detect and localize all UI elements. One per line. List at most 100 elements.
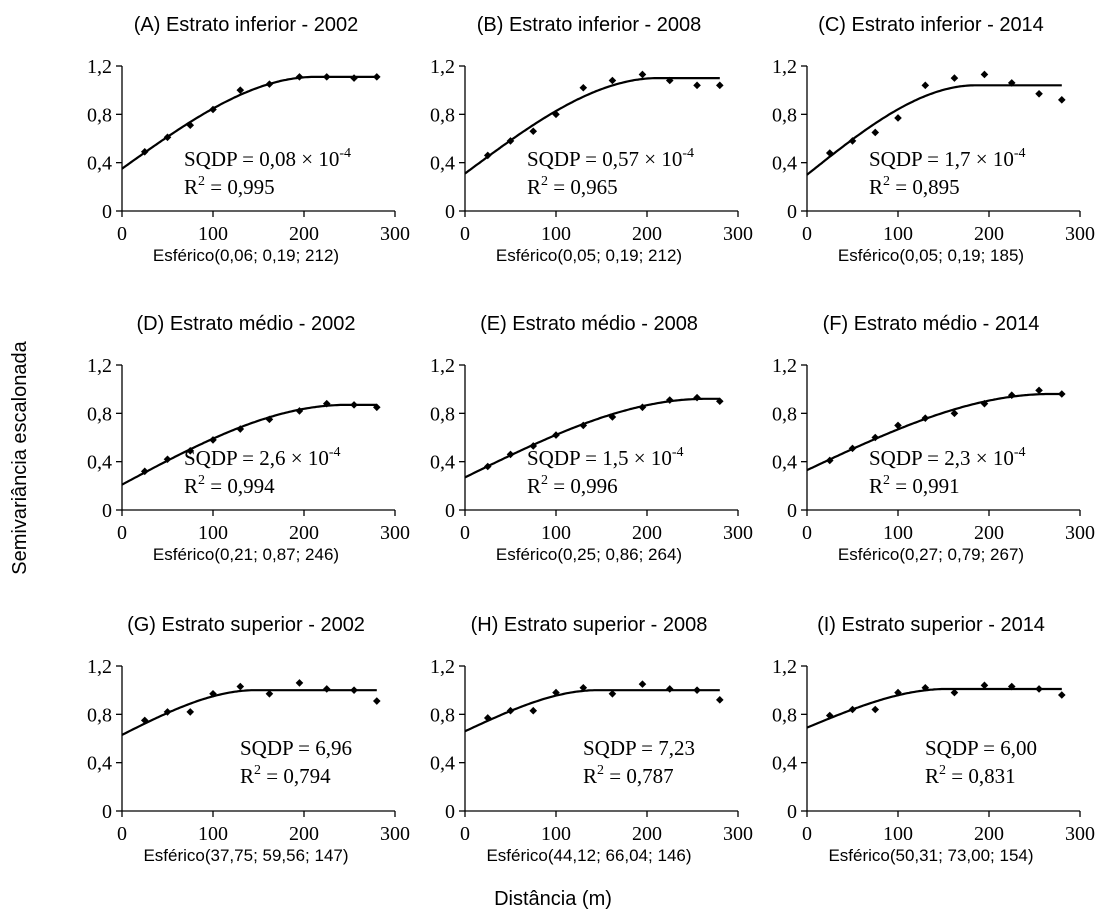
panel-d-data-point [209, 436, 217, 444]
panel-c-data-point [871, 128, 880, 137]
panel-g-data-point [236, 682, 245, 691]
panel-g-model-label: Esférico(37,75; 59,56; 147) [143, 846, 348, 865]
panel-i-model-curve [806, 687, 1062, 729]
panel-e-title: (E) Estrato médio - 2008 [480, 313, 698, 335]
panel-i-data-point [894, 688, 902, 697]
panel-f-x-tick-label: 300 [1065, 522, 1095, 544]
panel-f-data-point [980, 399, 989, 408]
panel-c-model-label: Esférico(0,05; 0,19; 185) [838, 246, 1024, 265]
panel-d-y-tick-label: 0,8 [87, 403, 112, 425]
panel-e-data-point [716, 397, 724, 406]
panel-i-y-tick-label: 0 [787, 801, 797, 823]
panel-e-r2: R2 = 0,996 [527, 473, 618, 498]
panel-d-data-point [373, 403, 381, 412]
panel-g-model-curve [121, 689, 377, 736]
panel-b-r2-symbol: R [527, 175, 541, 199]
panel-b-y-tick-label: 0,8 [430, 104, 455, 126]
panel-e-model-label: Esférico(0,25; 0,86; 264) [496, 545, 682, 564]
panel-b-model-label: Esférico(0,05; 0,19; 212) [496, 246, 682, 265]
panel-i-model-label: Esférico(50,31; 73,00; 154) [828, 846, 1033, 865]
panel-f-data-point [1007, 391, 1016, 400]
panel-a-sqdp-value: SQDP = 0,08 × 10 [184, 147, 339, 171]
panel-d-x-tick-label: 300 [380, 522, 410, 544]
panel-i-x-tick-label: 100 [883, 823, 913, 845]
panel-d-data-point [295, 407, 304, 415]
panel-d-title: (D) Estrato médio - 2002 [137, 313, 356, 335]
panel-d: (D) Estrato médio - 2002 0 0,4 0,8 1,2 0 100 20… [87, 313, 410, 564]
panel-h-data-point [506, 706, 515, 715]
panel-e-data-point [608, 413, 617, 421]
panel-f-x-tick-label: 200 [974, 522, 1004, 544]
panel-d-data-point [140, 467, 149, 476]
panel-b-y-tick-label: 1,2 [430, 56, 455, 78]
panel-h-data-point [638, 680, 647, 688]
panel-i-data-point [980, 681, 989, 690]
panel-g-x-tick-label: 200 [289, 823, 319, 845]
panel-b-y-tick-label: 0,4 [430, 153, 455, 175]
panel-g-y-tick-label: 0 [102, 801, 112, 823]
panel-d-r2-exponent: 2 [198, 473, 205, 488]
panel-h-model-curve [464, 689, 720, 733]
panel-i-sqdp-value: SQDP = 6,00 [925, 736, 1037, 760]
panel-f-data-point [825, 456, 834, 465]
panel-c-data-point [1058, 96, 1066, 104]
panel-a-model-label: Esférico(0,06; 0,19; 212) [153, 246, 339, 265]
panel-g-sqdp-value: SQDP = 6,96 [240, 736, 352, 760]
panel-f-data-point [894, 421, 902, 430]
panel-h-model-label: Esférico(44,12; 66,04; 146) [486, 846, 691, 865]
panel-a-x-tick-label: 0 [117, 223, 127, 245]
panel-a-y-tick-label: 0 [102, 201, 112, 223]
panel-i-x-tick-label: 300 [1065, 823, 1095, 845]
panel-f-data-point [1058, 390, 1066, 398]
panel-d-data-point [186, 446, 195, 455]
panel-f-x-tick-label: 100 [883, 522, 913, 544]
panel-e-y-tick-label: 0,4 [430, 452, 455, 474]
panel-i-data-point [1058, 691, 1066, 699]
panel-c-x-tick-label: 300 [1065, 223, 1095, 245]
panel-a-data-point [350, 74, 358, 82]
panel-g-r2-value: = 0,794 [261, 764, 331, 788]
panel-b-x-tick-label: 100 [541, 223, 571, 245]
panel-a-data-point [209, 105, 217, 114]
panel-b-data-point [638, 70, 647, 79]
panel-h-data-point [716, 696, 724, 704]
panel-e: (E) Estrato médio - 2008 0 0,4 0,8 1,2 0 100 20… [430, 313, 753, 564]
panel-b-x-tick-label: 200 [632, 223, 662, 245]
panel-e-x-tick-label: 0 [460, 522, 470, 544]
panel-c-data-point [921, 81, 930, 90]
panel-c-data-point [980, 70, 989, 79]
panel-e-y-tick-label: 0 [445, 500, 455, 522]
panel-d-data-point [350, 401, 358, 409]
panel-h-r2-value: = 0,787 [604, 764, 674, 788]
panel-d-r2: R2 = 0,994 [184, 473, 275, 498]
panel-h-x-tick-label: 200 [632, 823, 662, 845]
panel-b-sqdp-value: SQDP = 0,57 × 10 [527, 147, 682, 171]
panel-d-x-tick-label: 0 [117, 522, 127, 544]
panel-b-data-point [506, 137, 515, 145]
panel-h-title: (H) Estrato superior - 2008 [471, 614, 708, 636]
panel-f: (F) Estrato médio - 2014 0 0,4 0,8 1,2 0 100 20… [772, 313, 1095, 564]
panel-c-data-point [894, 114, 902, 122]
panel-e-data-point [693, 393, 701, 402]
panel-f-r2-symbol: R [869, 474, 883, 498]
panel-f-r2-value: = 0,991 [890, 474, 960, 498]
panel-i-data-point [848, 705, 857, 714]
panel-c-data-point [1035, 89, 1043, 98]
panel-a-data-point [373, 73, 381, 81]
panel-d-data-point [163, 455, 172, 464]
panel-c-data-point [1007, 79, 1016, 87]
panel-e-data-point [506, 450, 515, 459]
panel-c-y-tick-label: 1,2 [772, 56, 797, 78]
panel-b-r2-exponent: 2 [541, 174, 548, 189]
panel-c-r2-exponent: 2 [883, 174, 890, 189]
panel-b-y-tick-label: 0 [445, 201, 455, 223]
panel-c-data-point [848, 137, 857, 145]
panel-f-model-curve [806, 392, 1062, 472]
panel-d-r2-value: = 0,994 [205, 474, 275, 498]
panel-g-y-tick-label: 1,2 [87, 656, 112, 678]
panel-c-sqdp-exponent: -4 [1014, 146, 1026, 161]
panel-h-sqdp: SQDP = 7,23 [583, 736, 695, 760]
panel-g-r2-symbol: R [240, 764, 254, 788]
panel-a-r2-exponent: 2 [198, 174, 205, 189]
